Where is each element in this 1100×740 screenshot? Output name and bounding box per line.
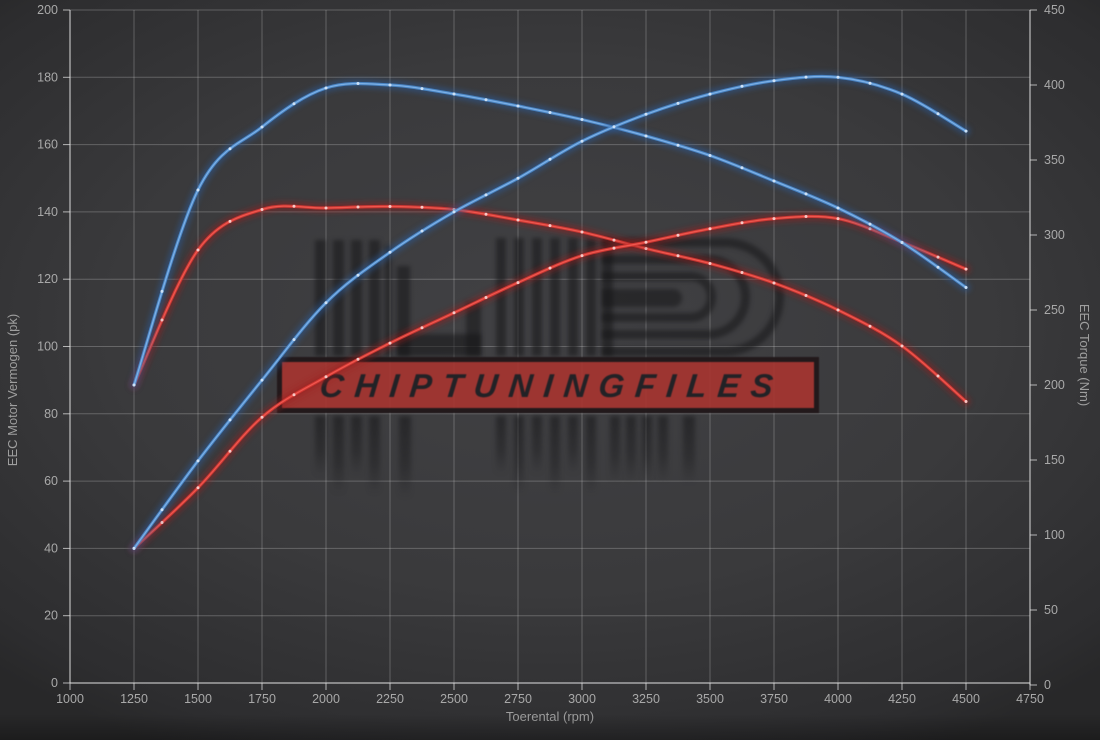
y-left-tick-label: 40 [44, 541, 58, 555]
y-right-tick-label: 300 [1044, 228, 1065, 242]
y-left-tick-label: 20 [44, 609, 58, 623]
x-tick-label: 3750 [760, 692, 788, 706]
y-right-tick-label: 400 [1044, 78, 1065, 92]
x-axis-title: Toerental (rpm) [506, 709, 594, 724]
y-left-axis-title: EEC Motor Vermogen (pk) [5, 314, 20, 466]
y-right-tick-label: 100 [1044, 528, 1065, 542]
y-left-tick-label: 80 [44, 407, 58, 421]
x-tick-label: 2750 [504, 692, 532, 706]
x-tick-label: 1500 [184, 692, 212, 706]
x-axis-ticks: 1000 1250 1500 1750 2000 2250 2500 2750 3000 3250… [56, 683, 1044, 706]
x-tick-label: 2250 [376, 692, 404, 706]
curve-original-torque [129, 201, 971, 406]
y-right-tick-label: 200 [1044, 378, 1065, 392]
y-left-tick-label: 0 [51, 676, 58, 690]
y-left-tick-label: 100 [37, 340, 58, 354]
y-right-axis-title: EEC Torque (Nm) [1077, 304, 1092, 406]
x-tick-label: 3250 [632, 692, 660, 706]
y-left-tick-label: 200 [37, 3, 58, 17]
curve-original-torque-markers [132, 204, 968, 403]
y-left-tick-label: 140 [37, 205, 58, 219]
x-tick-label: 1250 [120, 692, 148, 706]
x-tick-label: 3000 [568, 692, 596, 706]
curve-tuned-power-markers [132, 75, 968, 550]
y-left-tick-label: 160 [37, 138, 58, 152]
x-tick-label: 4000 [824, 692, 852, 706]
y-right-tick-label: 0 [1044, 678, 1051, 692]
y-axis-left-ticks: 0 20 40 60 80 100 120 140 160 180 200 [37, 3, 70, 690]
y-left-tick-label: 60 [44, 474, 58, 488]
y-right-tick-label: 50 [1044, 603, 1058, 617]
x-tick-label: 3500 [696, 692, 724, 706]
y-right-tick-label: 450 [1044, 3, 1065, 17]
x-tick-label: 1000 [56, 692, 84, 706]
x-tick-label: 1750 [248, 692, 276, 706]
x-tick-label: 4750 [1016, 692, 1044, 706]
x-tick-label: 4250 [888, 692, 916, 706]
curve-tuned-power [129, 72, 971, 553]
curve-tuned-torque-markers [132, 82, 968, 387]
y-left-tick-label: 120 [37, 272, 58, 286]
y-right-tick-label: 250 [1044, 303, 1065, 317]
y-right-tick-label: 350 [1044, 153, 1065, 167]
x-tick-label: 4500 [952, 692, 980, 706]
x-tick-label: 2500 [440, 692, 468, 706]
y-right-tick-label: 150 [1044, 453, 1065, 467]
y-axis-right-ticks: 0 50 100 150 200 250 300 350 400 450 [1030, 3, 1065, 692]
x-tick-label: 2000 [312, 692, 340, 706]
curve-tuned-torque [129, 79, 971, 390]
y-left-tick-label: 180 [37, 70, 58, 84]
curve-original-power [129, 211, 971, 553]
